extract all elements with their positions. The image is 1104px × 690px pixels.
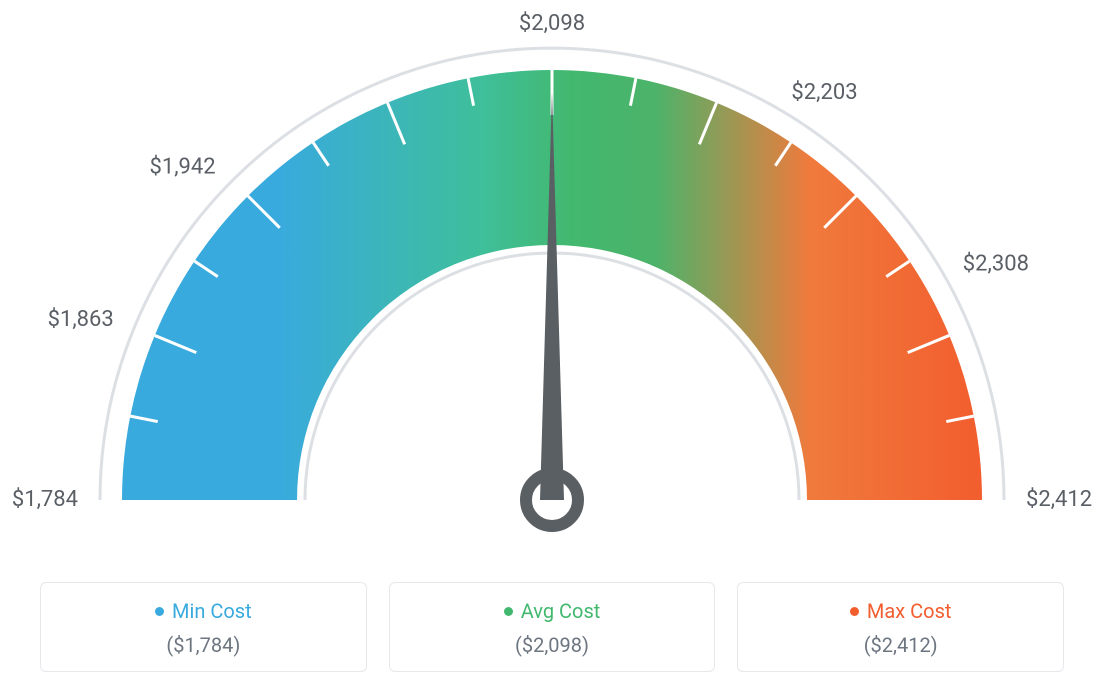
gauge-tick-label: $1,863 <box>48 307 114 332</box>
legend-card-avg: Avg Cost ($2,098) <box>389 582 716 672</box>
gauge-chart: $1,784 $1,863 $1,942 $2,098 $2,203 $2,308 $2,4… <box>0 0 1104 560</box>
legend-label-max: Max Cost <box>867 599 952 623</box>
gauge-tick-label: $1,784 <box>12 487 78 512</box>
legend-value-max: ($2,412) <box>748 633 1053 657</box>
gauge-tick-label: $1,942 <box>150 154 216 179</box>
legend-label-avg: Avg Cost <box>521 599 601 623</box>
legend-value-min: ($1,784) <box>51 633 356 657</box>
legend-dot-avg <box>504 607 513 616</box>
gauge-tick-label: $2,308 <box>963 251 1029 276</box>
gauge-tick-label: $2,098 <box>519 11 585 36</box>
legend-dot-max <box>850 607 859 616</box>
gauge-tick-label: $2,412 <box>1026 487 1092 512</box>
legend-dot-min <box>155 607 164 616</box>
legend-card-max: Max Cost ($2,412) <box>737 582 1064 672</box>
legend-row: Min Cost ($1,784) Avg Cost ($2,098) Max … <box>40 582 1064 672</box>
legend-card-min: Min Cost ($1,784) <box>40 582 367 672</box>
legend-value-avg: ($2,098) <box>400 633 705 657</box>
gauge-tick-label: $2,203 <box>791 80 857 105</box>
legend-label-min: Min Cost <box>172 599 252 623</box>
